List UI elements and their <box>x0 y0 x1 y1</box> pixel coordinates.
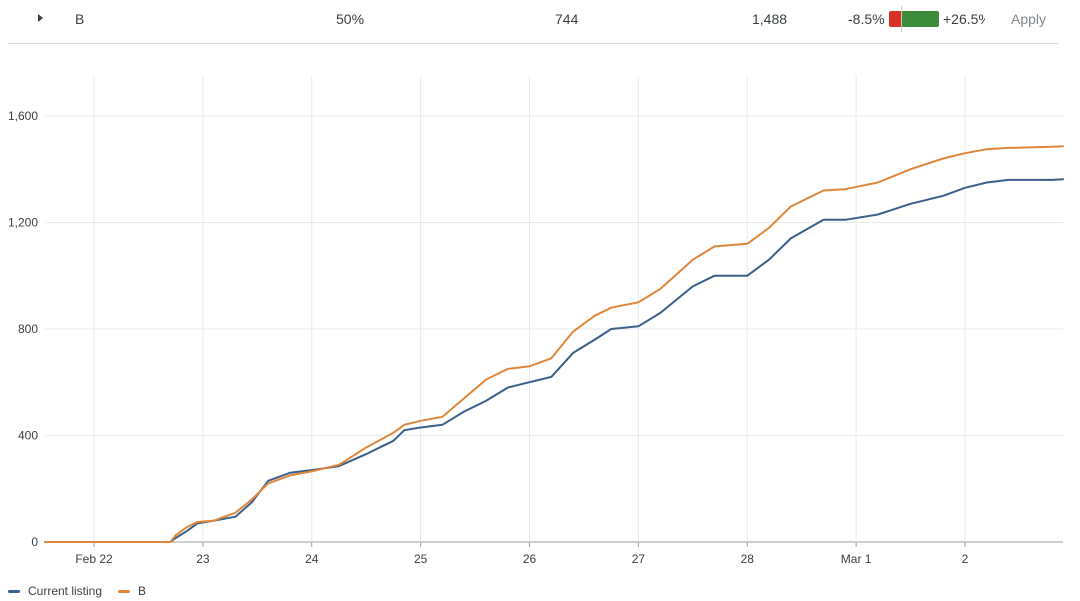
x-tick-label: 26 <box>523 552 537 566</box>
ci-high-value: +26.5% <box>943 11 985 27</box>
expand-triangle-icon[interactable] <box>38 14 43 22</box>
legend-item[interactable]: Current listing <box>8 584 102 598</box>
chart-legend: Current listing B <box>8 583 162 599</box>
legend-swatch <box>8 589 20 593</box>
x-tick-label: 23 <box>196 552 210 566</box>
legend-label: B <box>138 584 147 598</box>
installs-current: 744 <box>555 11 579 27</box>
x-tick-label: 27 <box>632 552 646 566</box>
audience-share: 50% <box>336 11 365 27</box>
ci-positive-segment <box>901 11 939 27</box>
legend-label: Current listing <box>28 584 103 598</box>
series-lines <box>44 145 1064 543</box>
x-tick-label: 2 <box>962 552 969 566</box>
confidence-interval-bar <box>889 6 939 32</box>
installs-scaled: 1,488 <box>752 11 788 27</box>
x-tick-label: Mar 1 <box>841 552 872 566</box>
gridlines <box>45 76 1063 543</box>
y-tick-label: 800 <box>18 322 38 336</box>
apply-button[interactable]: Apply <box>1011 11 1047 27</box>
variant-row: B 50% 744 1,488 -8.5% +26.5% Apply <box>0 0 1080 42</box>
y-tick-label: 1,600 <box>8 109 38 123</box>
x-axis-ticks: Feb 22 23 24 25 26 27 28 Mar 1 2 <box>75 542 969 566</box>
row-divider <box>8 43 1058 44</box>
ci-zero-line <box>901 6 902 32</box>
legend-swatch <box>118 589 131 593</box>
x-tick-label: Feb 22 <box>75 552 113 566</box>
x-tick-label: 24 <box>305 552 319 566</box>
y-tick-label: 1,200 <box>8 215 38 229</box>
installs-line-chart: 0 400 800 1,200 1,600 Feb 22 23 24 25 26 27 28 Mar … <box>8 76 1064 566</box>
ci-negative-segment <box>889 11 901 27</box>
legend-item[interactable]: B <box>118 584 146 598</box>
x-tick-label: 25 <box>414 552 428 566</box>
x-tick-label: 28 <box>741 552 755 566</box>
variant-name: B <box>75 11 85 27</box>
y-axis-ticks: 0 400 800 1,200 1,600 <box>8 109 38 549</box>
series-line-current-listing <box>44 178 1064 543</box>
y-tick-label: 400 <box>18 428 38 442</box>
ci-low-value: -8.5% <box>848 11 885 27</box>
y-tick-label: 0 <box>31 535 38 549</box>
series-line-b <box>44 145 1064 543</box>
